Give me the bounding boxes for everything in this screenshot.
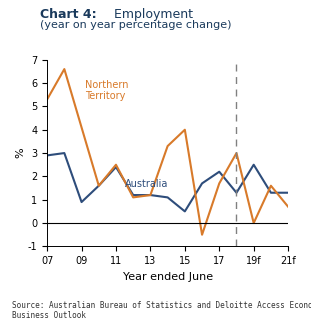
Y-axis label: %: % xyxy=(15,148,25,158)
Text: Employment: Employment xyxy=(110,8,193,21)
Text: Northern
Territory: Northern Territory xyxy=(85,80,128,101)
Text: Chart 4:: Chart 4: xyxy=(40,8,97,21)
X-axis label: Year ended June: Year ended June xyxy=(123,272,213,282)
Text: (year on year percentage change): (year on year percentage change) xyxy=(40,20,232,30)
Text: Source: Australian Bureau of Statistics and Deloitte Access Economics
Business O: Source: Australian Bureau of Statistics … xyxy=(12,301,311,320)
Text: Australia: Australia xyxy=(125,179,168,189)
